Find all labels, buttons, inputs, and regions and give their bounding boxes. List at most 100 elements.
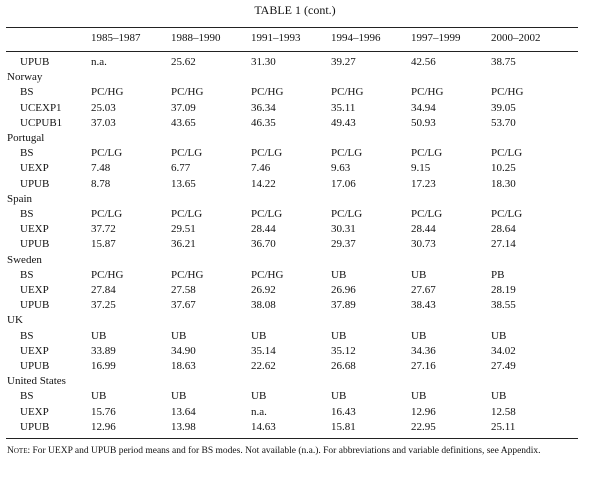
cell: PC/HG	[91, 86, 124, 99]
cell: UB	[411, 329, 427, 342]
column-header: 1985–1987	[91, 32, 141, 44]
cell: 7.46	[251, 162, 271, 175]
cell: 9.15	[411, 162, 431, 175]
cell: 18.30	[491, 177, 516, 190]
cell: 37.25	[91, 299, 116, 312]
cell: 9.63	[331, 162, 351, 175]
row-label: UPUB	[20, 360, 50, 372]
cell: PC/LG	[411, 147, 443, 160]
column-header: 2000–2002	[491, 32, 541, 44]
row-label: BS	[20, 208, 34, 220]
cell: 18.63	[171, 360, 196, 372]
cell: UB	[411, 390, 427, 403]
cell: 34.90	[171, 344, 196, 357]
cell: 25.62	[171, 56, 196, 68]
cell: 27.16	[411, 360, 436, 372]
cell: 38.55	[491, 299, 516, 312]
cell: UB	[251, 390, 267, 403]
cell: 13.65	[171, 177, 196, 190]
cell: 37.67	[171, 299, 196, 312]
cell: 34.94	[411, 101, 436, 114]
cell: PC/HG	[411, 86, 444, 99]
column-header: 1988–1990	[171, 32, 221, 44]
cell: PC/HG	[331, 86, 364, 99]
cell: 50.93	[411, 116, 436, 129]
cell: 31.30	[251, 56, 276, 68]
cell: 26.68	[331, 360, 356, 372]
row-label: UEXP	[20, 223, 49, 236]
cell: 43.65	[171, 116, 196, 129]
cell: 30.31	[331, 223, 356, 236]
cell: 15.87	[91, 238, 116, 251]
cell: 16.99	[91, 360, 116, 372]
cell: 29.37	[331, 238, 356, 251]
cell: 36.21	[171, 238, 196, 251]
row-label: BS	[20, 390, 34, 403]
cell: UB	[331, 329, 347, 342]
row-label: BS	[20, 147, 34, 160]
cell: 36.34	[251, 101, 276, 114]
cell: 27.49	[491, 360, 516, 372]
cell: n.a.	[251, 405, 267, 418]
cell: PC/HG	[91, 268, 124, 281]
cell: 16.43	[331, 405, 356, 418]
cell: PC/LG	[171, 208, 203, 220]
country-label: Portugal	[7, 132, 45, 144]
cell: 22.95	[411, 420, 436, 433]
cell: 39.27	[331, 56, 356, 68]
cell: PC/HG	[171, 86, 204, 99]
row-label: UEXP	[20, 162, 49, 175]
cell: 36.70	[251, 238, 276, 251]
top-rule	[6, 27, 578, 28]
row-label: UCEXP1	[20, 101, 62, 114]
row-label: UPUB	[20, 56, 50, 68]
row-label: UPUB	[20, 238, 50, 251]
cell: 34.02	[491, 344, 516, 357]
cell: UB	[171, 329, 187, 342]
cell: 8.78	[91, 177, 111, 190]
cell: 37.72	[91, 223, 116, 236]
cell: 46.35	[251, 116, 276, 129]
cell: 28.64	[491, 223, 516, 236]
cell: UB	[491, 329, 507, 342]
table-note: Note: For UEXP and UPUB period means and…	[7, 444, 547, 458]
row-label: UEXP	[20, 284, 49, 296]
cell: 38.75	[491, 56, 516, 68]
cell: PC/LG	[411, 208, 443, 220]
cell: 35.12	[331, 344, 356, 357]
cell: PC/LG	[251, 208, 283, 220]
cell: 30.73	[411, 238, 436, 251]
bottom-rule	[6, 438, 578, 439]
cell: 42.56	[411, 56, 436, 68]
cell: 35.14	[251, 344, 276, 357]
row-label: UPUB	[20, 420, 50, 433]
table-title: TABLE 1 (cont.)	[254, 3, 336, 17]
country-label: Spain	[7, 192, 33, 205]
row-label: UPUB	[20, 299, 50, 312]
cell: UB	[91, 329, 107, 342]
cell: 37.89	[331, 299, 356, 312]
cell: 33.89	[91, 344, 116, 357]
cell: 14.63	[251, 420, 276, 433]
column-header: 1991–1993	[251, 32, 301, 44]
cell: PC/LG	[491, 208, 523, 220]
cell: 15.81	[331, 420, 356, 433]
cell: 15.76	[91, 405, 116, 418]
cell: 28.19	[491, 284, 516, 296]
cell: PC/LG	[331, 147, 363, 160]
cell: 38.08	[251, 299, 276, 312]
row-label: BS	[20, 86, 34, 99]
cell: 13.64	[171, 405, 196, 418]
cell: 12.96	[411, 405, 436, 418]
column-header: 1994–1996	[331, 32, 381, 44]
cell: 12.58	[491, 405, 516, 418]
cell: PC/HG	[491, 86, 524, 99]
cell: 27.84	[91, 284, 116, 296]
row-label: BS	[20, 329, 34, 342]
cell: 28.44	[251, 223, 276, 236]
cell: 25.03	[91, 101, 116, 114]
cell: 22.62	[251, 360, 276, 372]
cell: UB	[171, 390, 187, 403]
cell: 27.14	[491, 238, 516, 251]
